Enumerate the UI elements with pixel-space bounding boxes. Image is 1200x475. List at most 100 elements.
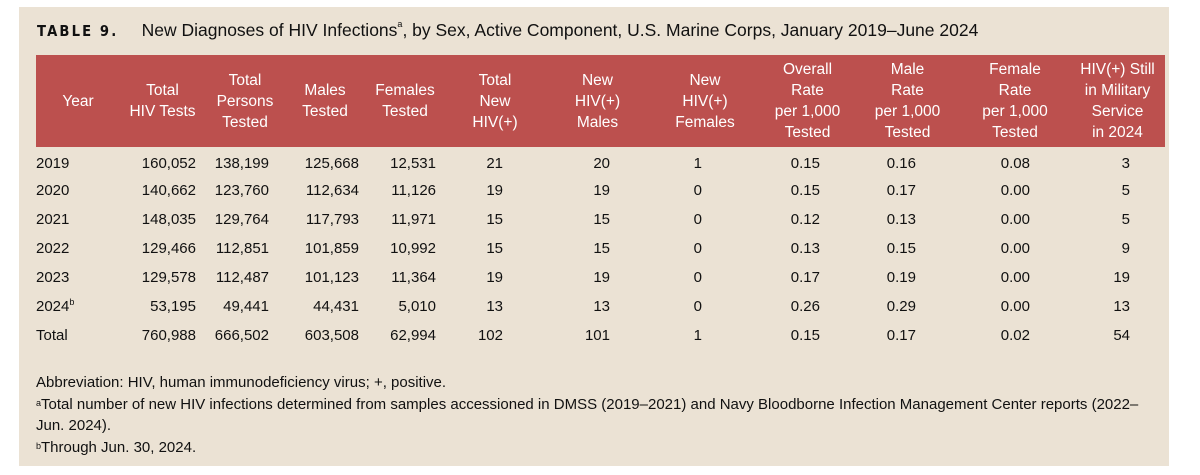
table-cell: 11,364 xyxy=(391,269,436,286)
table-cell: 53,195 xyxy=(150,298,196,315)
table-cell: 15 xyxy=(593,240,610,257)
table-title: TABLE 9. New Diagnoses of HIV Infections… xyxy=(37,19,978,41)
table-cell: 0.15 xyxy=(790,155,820,172)
table-cell: 21 xyxy=(486,155,503,172)
header-line: Persons xyxy=(216,92,274,110)
footnote: bThrough Jun. 30, 2024. xyxy=(36,437,1146,459)
table-row: 2021 148,035 129,764 117,793 11,971 15 15 0 0.12… xyxy=(36,205,1165,234)
header-line: New xyxy=(479,92,511,110)
table-cell: 0 xyxy=(693,269,702,286)
table-cell: 0.15 xyxy=(886,240,916,257)
footnote-marker: b xyxy=(36,440,42,451)
header-line: per 1,000 xyxy=(774,103,841,120)
year-cell: 2019 xyxy=(36,147,120,176)
header-line: Rate xyxy=(791,82,824,99)
year-label: 2021 xyxy=(36,211,70,228)
table-cell: 666,502 xyxy=(214,327,269,344)
header-line: Tested xyxy=(784,124,831,141)
footnote: Abbreviation: HIV, human immunodeficienc… xyxy=(36,372,1146,394)
table-cell: 13 xyxy=(1113,298,1130,315)
column-header: Total New HIV(+) xyxy=(445,55,545,147)
table-cell: 5,010 xyxy=(398,298,436,315)
table-cell: 19 xyxy=(1113,269,1130,286)
table-cell: 49,441 xyxy=(223,298,269,315)
table-cell: 44,431 xyxy=(313,298,359,315)
year-label: 2020 xyxy=(36,182,70,199)
table-cell: 0.12 xyxy=(790,211,820,228)
table-cell: 0.02 xyxy=(1000,327,1030,344)
header-line: Males xyxy=(576,113,619,131)
table-row: 2022 129,466 112,851 101,859 10,992 15 15 0 0.13… xyxy=(36,234,1165,263)
footnote-marker: b xyxy=(69,297,75,307)
table-cell: 101,123 xyxy=(304,269,359,286)
header-line: Total xyxy=(228,71,262,89)
table-cell: 101 xyxy=(584,327,610,344)
table-cell: 12,531 xyxy=(390,155,436,172)
table-row: 2024b 53,195 49,441 44,431 5,010 13 13 0 0.26 0.2… xyxy=(36,292,1165,321)
table-cell: 125,668 xyxy=(304,155,359,172)
table-cell: 760,988 xyxy=(141,327,196,344)
header-line: HIV(+) Still xyxy=(1080,61,1155,78)
header-line: in Military xyxy=(1084,82,1151,99)
table-cell: 3 xyxy=(1121,155,1130,172)
header-line: Overall xyxy=(782,61,833,78)
year-cell: 2023 xyxy=(36,263,120,292)
table-cell: 0.16 xyxy=(886,155,916,172)
table-cell: 19 xyxy=(593,182,610,199)
table-cell: 13 xyxy=(593,298,610,315)
table-cell: 5 xyxy=(1121,182,1130,199)
table-cell: 112,851 xyxy=(215,240,269,257)
table-cell: 123,760 xyxy=(214,182,269,199)
table-cell: 148,035 xyxy=(141,211,196,228)
year-label: Total xyxy=(36,327,68,344)
table-cell: 15 xyxy=(593,211,610,228)
table-cell: 0.00 xyxy=(1000,269,1030,286)
header-line: New xyxy=(689,71,721,89)
table-cell: 0 xyxy=(693,298,702,315)
table-row: Total 760,988 666,502 603,508 62,994 102 101 1 0… xyxy=(36,321,1165,350)
header-line: Females xyxy=(375,82,435,99)
table-cell: 101,859 xyxy=(304,240,359,257)
column-header: Females Tested xyxy=(365,55,445,147)
table-cell: 160,052 xyxy=(141,155,196,172)
table-cell: 11,971 xyxy=(391,211,436,228)
table-cell: 0.17 xyxy=(790,269,820,286)
table-cell: 10,992 xyxy=(390,240,436,257)
header-line: Tested xyxy=(382,103,428,120)
header-line: Males xyxy=(304,82,346,99)
table-cell: 0.19 xyxy=(886,269,916,286)
header-line: Rate xyxy=(891,82,924,99)
table-cell: 13 xyxy=(486,298,503,315)
table-cell: 0.26 xyxy=(790,298,820,315)
header-line: Total xyxy=(146,82,179,99)
table-cell: 0 xyxy=(693,211,702,228)
table-cell: 19 xyxy=(486,269,503,286)
table-cell: 19 xyxy=(593,269,610,286)
table-cell: 1 xyxy=(693,155,702,172)
table-cell: 140,662 xyxy=(141,182,196,199)
year-label: 2022 xyxy=(36,240,70,257)
table-cell: 129,466 xyxy=(141,240,196,257)
year-cell: 2020 xyxy=(36,176,120,205)
table-cell: 0 xyxy=(693,182,702,199)
title-footnote-marker: a xyxy=(397,19,403,29)
column-header: New HIV(+) Males xyxy=(545,55,650,147)
column-header: HIV(+) Still in Military Service in 2024 xyxy=(1070,55,1165,147)
header-row: Year Total HIV Tests Total Persons Tested Male… xyxy=(36,55,1165,147)
column-header: Male Rate per 1,000 Tested xyxy=(855,55,960,147)
year-cell: 2024b xyxy=(36,292,120,321)
table-number: TABLE 9. xyxy=(37,22,119,40)
table-cell: 11,126 xyxy=(391,182,436,199)
column-header: Total Persons Tested xyxy=(205,55,285,147)
year-label: 2019 xyxy=(36,155,70,172)
table-cell: 0.15 xyxy=(790,327,820,344)
table-cell: 112,634 xyxy=(305,182,359,199)
table-cell: 0.13 xyxy=(886,211,916,228)
column-header: New HIV(+) Females xyxy=(650,55,760,147)
table-cell: 15 xyxy=(486,240,503,257)
column-header: Overall Rate per 1,000 Tested xyxy=(760,55,855,147)
year-label: 2024 xyxy=(36,298,70,315)
column-header: Female Rate per 1,000 Tested xyxy=(960,55,1070,147)
header-line: Tested xyxy=(992,124,1038,141)
table-cell: 0.08 xyxy=(1000,155,1030,172)
